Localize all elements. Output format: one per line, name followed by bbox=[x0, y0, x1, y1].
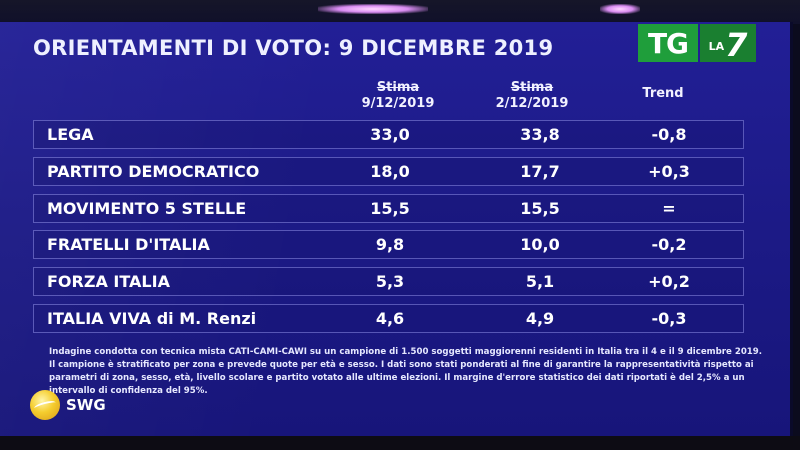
column-header-previous-label: Stima bbox=[510, 80, 554, 95]
swg-globe-icon bbox=[30, 390, 60, 420]
logo-tg: TG bbox=[638, 24, 698, 62]
table-row: PARTITO DEMOCRATICO 18,0 17,7 +0,3 bbox=[33, 157, 744, 186]
table-row: ITALIA VIVA di M. Renzi 4,6 4,9 -0,3 bbox=[33, 304, 744, 333]
trend-value: +0,3 bbox=[648, 162, 690, 181]
previous-estimate: 33,8 bbox=[520, 125, 560, 144]
monitor-bezel bbox=[0, 436, 800, 450]
table-row: FRATELLI D'ITALIA 9,8 10,0 -0,2 bbox=[33, 230, 744, 259]
current-estimate: 33,0 bbox=[370, 125, 410, 144]
current-estimate: 9,8 bbox=[375, 235, 405, 254]
column-header-previous-date: 2/12/2019 bbox=[495, 96, 569, 111]
column-header-current-date: 9/12/2019 bbox=[361, 96, 435, 111]
table-row: LEGA 33,0 33,8 -0,8 bbox=[33, 120, 744, 149]
swg-logo-text: SWG bbox=[66, 396, 106, 414]
trend-value: +0,2 bbox=[648, 272, 690, 291]
trend-value: -0,8 bbox=[651, 125, 687, 144]
party-name: LEGA bbox=[47, 125, 94, 144]
previous-estimate: 15,5 bbox=[520, 199, 560, 218]
room-ceiling bbox=[0, 0, 800, 24]
current-estimate: 18,0 bbox=[370, 162, 410, 181]
party-name: FORZA ITALIA bbox=[47, 272, 170, 291]
column-header-current: Stima 9/12/2019 bbox=[348, 80, 448, 112]
previous-estimate: 4,9 bbox=[525, 309, 555, 328]
trend-value: = bbox=[662, 199, 676, 218]
tv-screen: ORIENTAMENTI DI VOTO: 9 DICEMBRE 2019 TG… bbox=[0, 22, 793, 436]
table-row: MOVIMENTO 5 STELLE 15,5 15,5 = bbox=[33, 194, 744, 223]
column-header-trend-label: Trend bbox=[642, 86, 684, 101]
previous-estimate: 10,0 bbox=[520, 235, 560, 254]
column-header-current-label: Stima bbox=[376, 80, 420, 95]
party-name: PARTITO DEMOCRATICO bbox=[47, 162, 260, 181]
logo-la7: LA 7 bbox=[700, 24, 756, 62]
current-estimate: 5,3 bbox=[375, 272, 405, 291]
party-name: FRATELLI D'ITALIA bbox=[47, 235, 210, 254]
ceiling-light bbox=[318, 4, 428, 14]
logo-seven: 7 bbox=[725, 26, 748, 64]
page-title: ORIENTAMENTI DI VOTO: 9 DICEMBRE 2019 bbox=[33, 36, 554, 60]
trend-value: -0,3 bbox=[651, 309, 687, 328]
logo-la: LA bbox=[708, 40, 725, 53]
trend-value: -0,2 bbox=[651, 235, 687, 254]
party-name: ITALIA VIVA di M. Renzi bbox=[47, 309, 257, 328]
ceiling-light bbox=[600, 4, 640, 14]
party-name: MOVIMENTO 5 STELLE bbox=[47, 199, 247, 218]
table-row: FORZA ITALIA 5,3 5,1 +0,2 bbox=[33, 267, 744, 296]
column-header-trend: Trend bbox=[618, 86, 708, 102]
current-estimate: 15,5 bbox=[370, 199, 410, 218]
methodology-note: Indagine condotta con tecnica mista CATI… bbox=[49, 347, 763, 396]
previous-estimate: 5,1 bbox=[525, 272, 555, 291]
swg-logo: SWG bbox=[30, 388, 120, 422]
column-header-previous: Stima 2/12/2019 bbox=[482, 80, 582, 112]
channel-logo: TG LA 7 bbox=[638, 24, 762, 62]
current-estimate: 4,6 bbox=[375, 309, 405, 328]
previous-estimate: 17,7 bbox=[520, 162, 560, 181]
